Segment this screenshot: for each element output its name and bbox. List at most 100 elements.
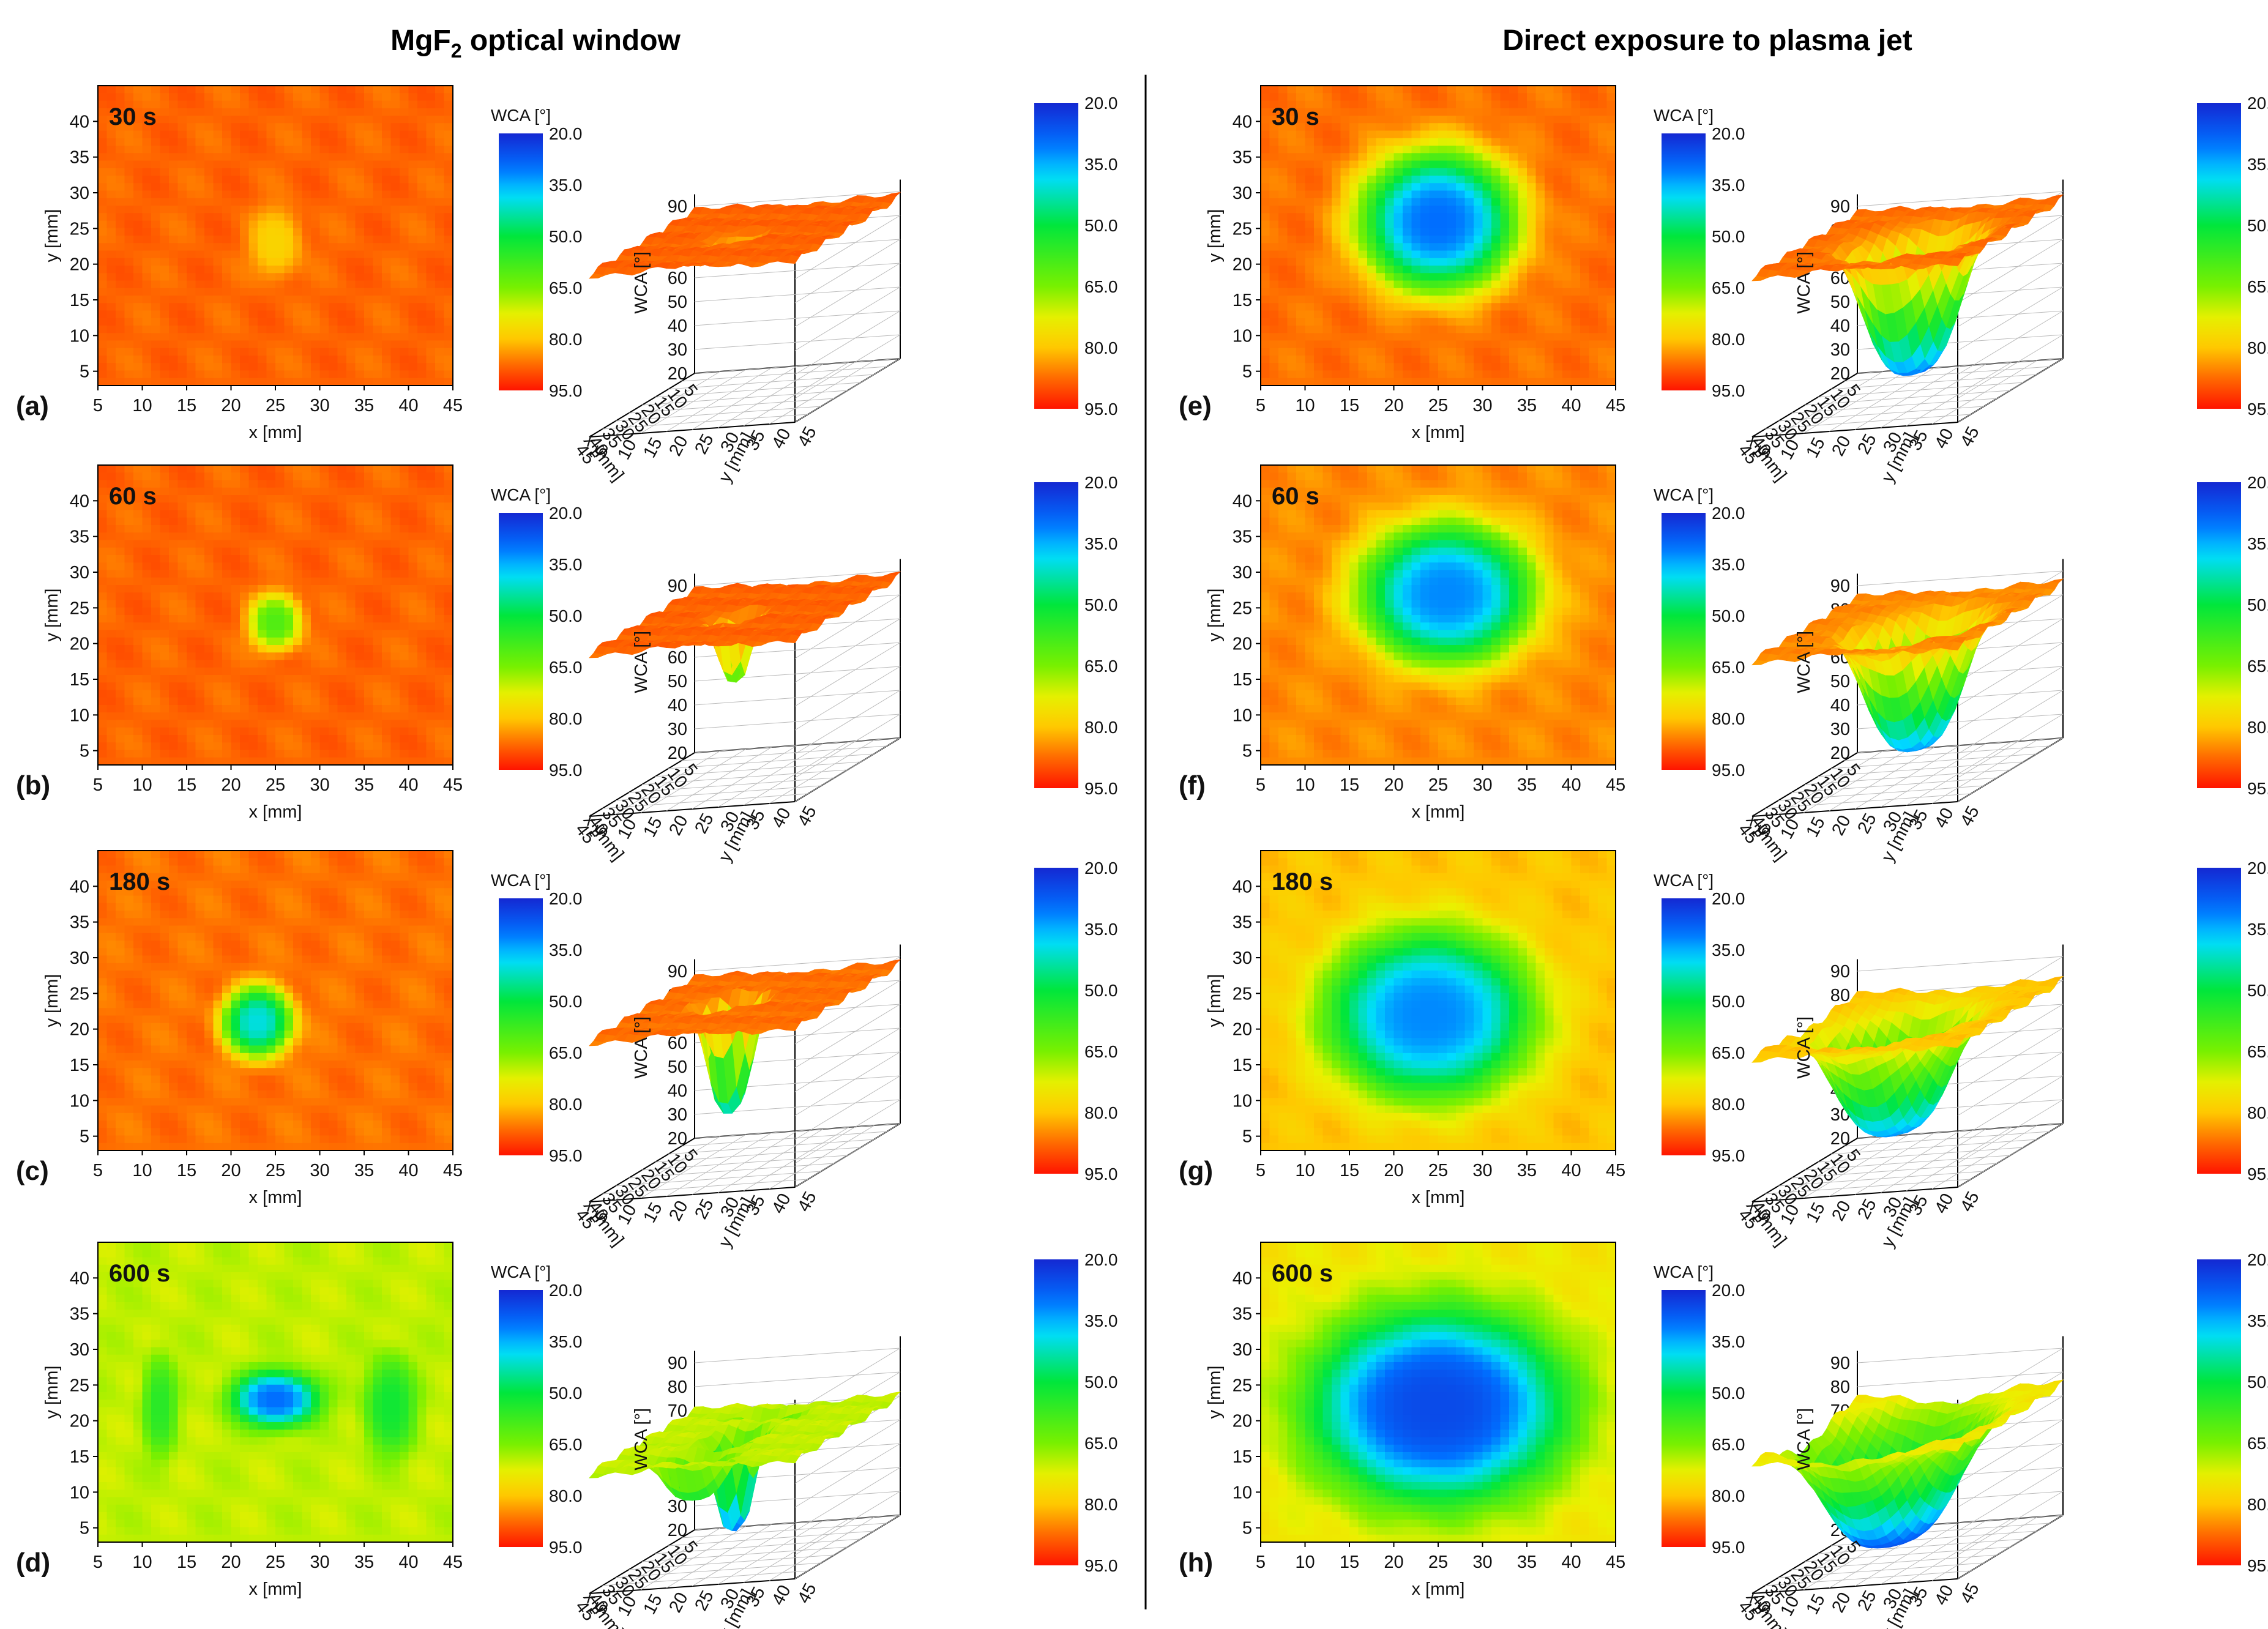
heatmap-cell xyxy=(329,160,338,169)
heatmap-cell xyxy=(329,363,338,371)
heatmap-cell xyxy=(231,108,241,116)
surface-grid-line xyxy=(717,743,824,808)
heatmap-cell xyxy=(319,378,329,386)
heatmap-cell xyxy=(329,100,338,109)
heatmap-cell xyxy=(435,348,445,356)
heatmap-cell xyxy=(258,378,267,386)
heatmap-cell xyxy=(329,108,338,116)
heatmap-cell xyxy=(98,547,108,556)
heatmap-cell xyxy=(355,712,365,721)
heatmap-cell xyxy=(204,622,214,631)
heatmap-cell xyxy=(231,250,241,259)
heatmap-cell xyxy=(364,525,374,533)
heatmap-cell xyxy=(444,697,453,706)
heatmap-cell xyxy=(204,757,214,766)
heatmap-cell xyxy=(177,888,187,897)
heatmap-cell xyxy=(266,266,276,274)
heatmap-cell xyxy=(240,93,250,102)
heatmap-cell xyxy=(187,742,196,751)
heatmap-cell xyxy=(240,645,250,653)
heatmap-cell xyxy=(222,370,232,379)
heatmap-cell xyxy=(177,108,187,116)
heatmap-cell xyxy=(311,326,321,334)
surface-z-grid xyxy=(694,690,901,755)
heatmap-cell xyxy=(293,540,303,548)
heatmap-cell xyxy=(390,630,400,638)
heatmap-cell xyxy=(444,146,453,154)
heatmap-cell xyxy=(346,273,356,281)
heatmap-cell xyxy=(222,585,232,593)
heatmap-cell xyxy=(417,727,427,736)
heatmap-cell xyxy=(195,532,205,541)
heatmap-cell xyxy=(319,116,329,124)
heatmap-cell xyxy=(311,607,321,616)
heatmap-cell xyxy=(373,547,382,556)
heatmap-cell xyxy=(133,941,143,949)
heatmap-cell xyxy=(258,146,267,154)
heatmap-cell xyxy=(231,146,241,154)
heatmap-cell xyxy=(444,250,453,259)
heatmap-cell xyxy=(169,206,179,214)
heatmap-cell xyxy=(444,465,453,473)
heatmap-cell xyxy=(133,858,143,867)
heatmap-cell xyxy=(187,288,196,296)
heatmap-cell xyxy=(319,93,329,102)
heatmap-cell xyxy=(329,525,338,533)
heatmap-cell xyxy=(160,333,170,341)
heatmap-cell xyxy=(346,258,356,266)
x-tick-label: 40 xyxy=(398,775,418,795)
heatmap-cell xyxy=(195,288,205,296)
heatmap-cell xyxy=(248,570,258,578)
heatmap-cell xyxy=(355,340,365,349)
heatmap-cell xyxy=(258,356,267,363)
heatmap-cell xyxy=(169,1113,179,1121)
heatmap-cell xyxy=(231,547,241,556)
heatmap-cell xyxy=(106,690,116,698)
heatmap-cell xyxy=(337,622,347,631)
heatmap-cell xyxy=(222,720,232,728)
heatmap-cell xyxy=(355,577,365,586)
heatmap-cell xyxy=(408,697,418,706)
heatmap-cell xyxy=(319,682,329,691)
heatmap-cell xyxy=(293,190,303,199)
heatmap-cell xyxy=(311,310,321,319)
heatmap-cell xyxy=(364,236,374,244)
heatmap-cell xyxy=(160,1113,170,1121)
heatmap-cell xyxy=(231,675,241,683)
heatmap-cell xyxy=(302,622,311,631)
heatmap-cell xyxy=(400,480,409,488)
heatmap-cell xyxy=(204,310,214,319)
heatmap-cell xyxy=(329,517,338,526)
heatmap-cell xyxy=(248,577,258,586)
heatmap-cell xyxy=(435,645,445,653)
x-tick-label: 35 xyxy=(354,396,374,416)
heatmap-cell xyxy=(417,348,427,356)
heatmap-cell xyxy=(124,555,134,563)
heatmap-cell xyxy=(408,86,418,94)
heatmap-cell xyxy=(444,502,453,511)
heatmap-cell xyxy=(195,93,205,102)
heatmap-cell xyxy=(364,757,374,766)
heatmap-cell xyxy=(177,532,187,541)
heatmap-cell xyxy=(417,116,427,124)
heatmap-cell xyxy=(177,326,187,334)
heatmap-cell xyxy=(444,198,453,206)
heatmap-cell xyxy=(160,243,170,252)
heatmap-cell xyxy=(364,220,374,229)
heatmap-cell xyxy=(177,258,187,266)
heatmap-cell xyxy=(390,690,400,698)
heatmap-cell xyxy=(337,318,347,326)
heatmap-cell xyxy=(195,160,205,169)
heatmap-cell xyxy=(248,630,258,638)
heatmap-cell xyxy=(426,652,436,661)
heatmap-cell xyxy=(240,465,250,473)
heatmap-cell xyxy=(275,742,285,751)
heatmap-cell xyxy=(258,727,267,736)
heatmap-cell xyxy=(240,168,250,176)
heatmap-cell xyxy=(400,206,409,214)
heatmap-cell xyxy=(293,228,303,236)
surface-z-grid xyxy=(694,737,901,802)
heatmap-cell xyxy=(408,228,418,236)
heatmap-cell xyxy=(222,607,232,616)
heatmap-cell xyxy=(258,495,267,503)
